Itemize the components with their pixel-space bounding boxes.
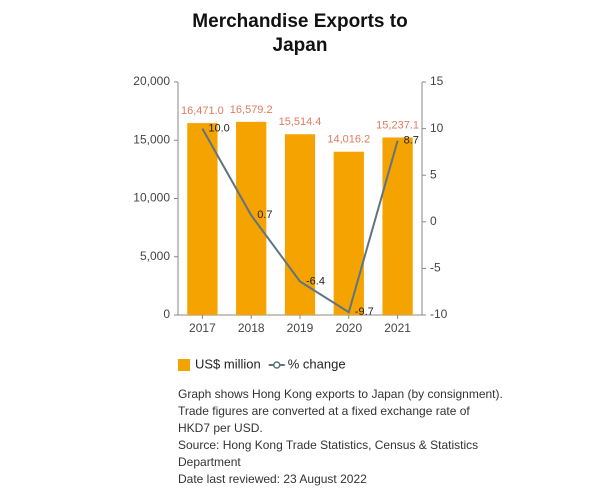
legend-label: % change <box>288 356 346 371</box>
legend-swatch <box>178 359 190 371</box>
y2-tick-label: -5 <box>430 261 441 275</box>
x-tick-label: 2018 <box>238 321 265 335</box>
bar <box>187 123 218 315</box>
y-tick-label: 20,000 <box>133 74 170 88</box>
bar <box>382 137 413 315</box>
x-tick-label: 2017 <box>189 321 216 335</box>
y2-tick-label: 5 <box>430 167 437 181</box>
legend-swatch-dot <box>273 361 281 369</box>
y-tick-label: 0 <box>163 307 170 321</box>
bar-value-label: 16,579.2 <box>230 104 273 116</box>
line-value-label: 0.7 <box>257 209 272 221</box>
y2-tick-label: -10 <box>430 307 448 321</box>
note: Date last reviewed: 23 August 2022 <box>178 472 367 486</box>
chart-title: Merchandise Exports to Japan <box>192 11 408 56</box>
x-tick-label: 2020 <box>335 321 362 335</box>
line-value-label: 10.0 <box>208 123 229 135</box>
note: Graph shows Hong Kong exports to Japan (… <box>178 387 503 435</box>
y-tick-label: 15,000 <box>133 132 170 146</box>
line-value-label: -6.4 <box>306 275 325 287</box>
x-tick-label: 2021 <box>384 321 411 335</box>
y2-tick-label: 15 <box>430 74 444 88</box>
bar <box>333 151 364 315</box>
line-value-label: 8.7 <box>404 135 419 147</box>
y-tick-label: 10,000 <box>133 191 170 205</box>
notes: Graph shows Hong Kong exports to Japan (… <box>178 386 503 488</box>
note: Source: Hong Kong Trade Statistics, Cens… <box>178 438 479 469</box>
y-tick-label: 5,000 <box>140 249 170 263</box>
bar-value-label: 16,471.0 <box>181 105 224 117</box>
x-tick-label: 2019 <box>287 321 314 335</box>
bar <box>284 134 316 315</box>
line <box>201 128 399 314</box>
legend-label: US$ million <box>195 356 261 371</box>
bar-value-label: 14,016.2 <box>327 134 370 146</box>
line-value-label: -9.7 <box>355 306 374 318</box>
bar-value-label: 15,237.1 <box>376 119 419 131</box>
bar <box>236 121 267 315</box>
y2-tick-label: 0 <box>430 214 437 228</box>
y2-tick-label: 10 <box>430 121 444 135</box>
bar-value-label: 15,514.4 <box>279 116 322 128</box>
